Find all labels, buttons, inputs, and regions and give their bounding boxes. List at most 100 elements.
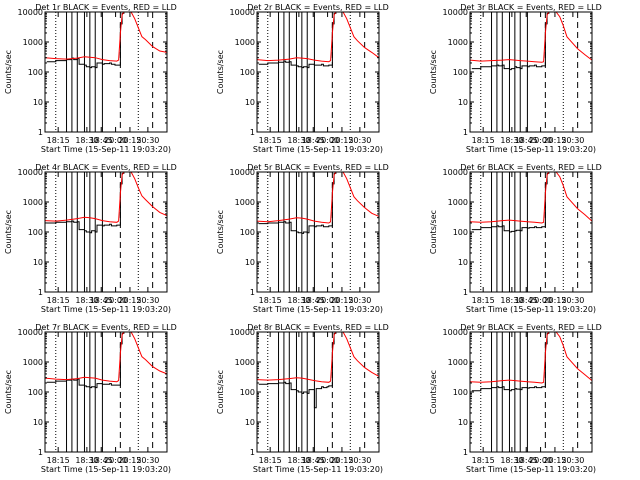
y-tick-label: 10	[33, 258, 43, 267]
x-tick-label: 18:30	[500, 296, 523, 305]
panel-title: Det 4r BLACK = Events, RED = LLD	[35, 163, 177, 172]
x-tick-label: 20:30	[136, 136, 159, 145]
y-axis-label: Counts/sec	[429, 50, 438, 94]
x-tick-label: 18:45	[515, 136, 538, 145]
x-tick-label: 20:30	[348, 296, 371, 305]
x-tick-label: 20:15	[543, 136, 566, 145]
x-tick-label: 18:45	[90, 456, 113, 465]
x-tick-label: 20:00	[529, 456, 552, 465]
x-tick-label: 20:30	[561, 456, 584, 465]
y-tick-label: 1000	[23, 198, 43, 207]
x-tick-label: 20:30	[561, 136, 584, 145]
detector-panel-8: 1 10 100 1000 10000 18:15 18:3018:4520:0020:15…	[216, 323, 389, 474]
x-tick-label: 18:15	[472, 296, 495, 305]
x-tick-label: 18:30	[500, 136, 523, 145]
y-tick-label: 1000	[448, 38, 468, 47]
y-tick-label: 10000	[230, 328, 255, 337]
x-tick-label: 18:15	[47, 456, 70, 465]
y-tick-label: 1	[463, 288, 468, 297]
y-tick-label: 10000	[230, 168, 255, 177]
detector-panel-1: 1 10 100 1000 10000 18:15 18:3018:4520:0020:15…	[4, 3, 177, 154]
panel-title: Det 9r BLACK = Events, RED = LLD	[460, 323, 602, 332]
x-tick-label: 20:15	[330, 456, 353, 465]
y-tick-label: 100	[240, 388, 255, 397]
lld-series-line	[256, 171, 380, 224]
y-tick-label: 10000	[18, 8, 43, 17]
y-tick-label: 10	[245, 98, 255, 107]
panel-title: Det 1r BLACK = Events, RED = LLD	[35, 3, 177, 12]
y-axis-label: Counts/sec	[4, 50, 13, 94]
x-axis-label: Start Time (15-Sep-11 19:03:20)	[41, 305, 171, 314]
y-tick-label: 1	[38, 128, 43, 137]
events-series-line	[471, 11, 551, 71]
y-axis-label: Counts/sec	[429, 210, 438, 254]
x-tick-label: 18:15	[47, 296, 70, 305]
y-tick-label: 10	[245, 258, 255, 267]
detector-panel-2: 1 10 100 1000 10000 18:15 18:3018:4520:0020:15…	[216, 3, 389, 154]
x-tick-label: 20:30	[348, 136, 371, 145]
y-tick-label: 10000	[18, 168, 43, 177]
x-tick-label: 18:15	[259, 456, 282, 465]
y-tick-label: 1000	[23, 38, 43, 47]
y-axis-label: Counts/sec	[216, 50, 225, 94]
x-tick-label: 20:15	[118, 136, 141, 145]
x-tick-label: 18:30	[287, 296, 310, 305]
y-tick-label: 1	[463, 448, 468, 457]
x-axis-label: Start Time (15-Sep-11 19:03:20)	[253, 145, 383, 154]
y-tick-label: 10000	[443, 168, 468, 177]
x-tick-label: 18:30	[75, 136, 98, 145]
y-tick-label: 10000	[443, 328, 468, 337]
lld-series-line	[469, 331, 593, 384]
x-axis-label: Start Time (15-Sep-11 19:03:20)	[253, 465, 383, 474]
x-tick-label: 20:00	[104, 456, 127, 465]
x-tick-label: 20:15	[118, 296, 141, 305]
y-tick-label: 10	[458, 418, 468, 427]
y-tick-label: 1000	[448, 358, 468, 367]
x-tick-label: 20:00	[316, 296, 339, 305]
y-tick-label: 1	[38, 448, 43, 457]
y-tick-label: 1000	[235, 358, 255, 367]
lld-series-line	[256, 331, 380, 383]
x-tick-label: 20:00	[104, 296, 127, 305]
x-tick-label: 18:15	[259, 136, 282, 145]
lld-series-line	[469, 171, 593, 224]
panel-title: Det 7r BLACK = Events, RED = LLD	[35, 323, 177, 332]
detector-panel-5: 1 10 100 1000 10000 18:15 18:3018:4520:0020:15…	[216, 163, 389, 314]
x-tick-label: 18:45	[90, 136, 113, 145]
x-tick-label: 20:15	[330, 296, 353, 305]
x-tick-label: 20:00	[104, 136, 127, 145]
x-tick-label: 18:15	[47, 136, 70, 145]
x-tick-label: 20:15	[543, 456, 566, 465]
detector-panel-6: 1 10 100 1000 10000 18:15 18:3018:4520:0020:15…	[429, 163, 602, 314]
detector-panel-7: 1 10 100 1000 10000 18:15 18:3018:4520:0020:15…	[4, 323, 177, 474]
y-tick-label: 100	[28, 388, 43, 397]
panel-title: Det 5r BLACK = Events, RED = LLD	[247, 163, 389, 172]
x-tick-label: 18:30	[75, 456, 98, 465]
y-tick-label: 100	[240, 228, 255, 237]
y-tick-label: 100	[28, 68, 43, 77]
events-series-line	[258, 171, 338, 234]
y-tick-label: 1	[250, 288, 255, 297]
y-tick-label: 10	[458, 98, 468, 107]
x-tick-label: 18:15	[259, 296, 282, 305]
x-tick-label: 18:45	[302, 456, 325, 465]
lld-series-line	[256, 11, 380, 63]
lld-series-line	[44, 171, 168, 223]
y-tick-label: 100	[28, 228, 43, 237]
lld-series-line	[44, 11, 168, 62]
y-tick-label: 1000	[448, 198, 468, 207]
y-tick-label: 10000	[230, 8, 255, 17]
detector-panel-3: 1 10 100 1000 10000 18:15 18:3018:4520:0020:15…	[429, 3, 602, 154]
y-axis-label: Counts/sec	[4, 370, 13, 414]
x-tick-label: 20:15	[330, 136, 353, 145]
x-tick-label: 20:15	[118, 456, 141, 465]
x-tick-label: 18:15	[472, 136, 495, 145]
x-tick-label: 18:45	[90, 296, 113, 305]
x-tick-label: 20:30	[348, 456, 371, 465]
y-tick-label: 100	[453, 228, 468, 237]
y-tick-label: 1	[38, 288, 43, 297]
x-tick-label: 20:15	[543, 296, 566, 305]
x-axis-label: Start Time (15-Sep-11 19:03:20)	[253, 305, 383, 314]
y-axis-label: Counts/sec	[4, 210, 13, 254]
